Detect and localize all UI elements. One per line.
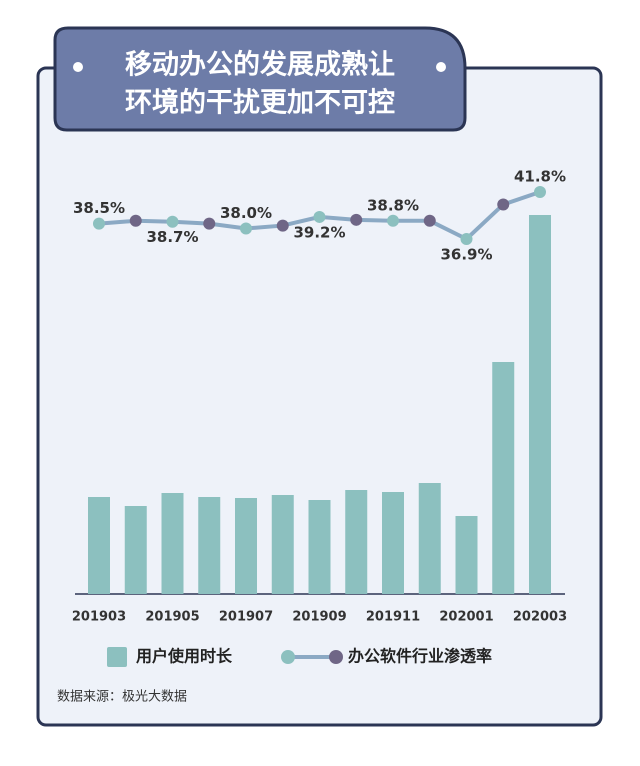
line-marker <box>534 186 546 198</box>
line-marker <box>313 210 326 223</box>
legend-marker <box>281 650 295 664</box>
line-marker <box>166 215 179 228</box>
bar <box>198 497 221 594</box>
x-tick-label: 202001 <box>439 610 493 625</box>
bar <box>161 493 184 594</box>
source: 数据来源：极光大数据 <box>57 690 187 705</box>
bar <box>88 497 110 594</box>
line-marker <box>240 222 252 235</box>
x-tick-label: 201911 <box>366 610 420 625</box>
x-tick-label: 201907 <box>219 610 273 625</box>
legend-swatch <box>107 647 127 667</box>
line-marker <box>276 219 289 232</box>
line-marker <box>129 214 142 227</box>
data-label: 38.5% <box>73 199 125 217</box>
data-label: 38.0% <box>220 204 272 222</box>
bar <box>492 362 515 594</box>
legend-marker <box>329 650 343 664</box>
bar <box>235 498 257 594</box>
bar <box>382 492 404 594</box>
data-label: 41.8% <box>514 168 566 186</box>
line-marker <box>423 214 436 227</box>
legend-label: 办公软件行业渗透率 <box>348 647 492 666</box>
bar <box>455 516 478 594</box>
banner-dot <box>436 62 446 72</box>
bar <box>418 483 441 594</box>
bar <box>124 506 147 594</box>
x-tick-label: 201909 <box>292 610 346 625</box>
bar <box>271 495 294 594</box>
line-marker <box>460 233 473 245</box>
bar <box>345 490 368 594</box>
line-marker <box>350 213 363 226</box>
data-label: 36.9% <box>440 246 492 264</box>
chart-title: 移动办公的发展成熟让 <box>125 49 395 81</box>
data-label: 38.7% <box>146 228 198 246</box>
banner-dot <box>73 62 83 72</box>
data-label: 39.2% <box>293 223 345 241</box>
title-banner <box>53 26 467 132</box>
bar <box>308 500 331 594</box>
bar <box>529 215 551 594</box>
x-tick-label: 201903 <box>72 610 126 625</box>
data-label: 38.8% <box>367 196 419 214</box>
x-tick-label: 201905 <box>145 610 199 625</box>
chart-title: 环境的干扰更加不可控 <box>125 87 395 119</box>
legend-label: 用户使用时长 <box>136 647 233 666</box>
line-marker <box>387 214 399 227</box>
line-marker <box>93 217 105 230</box>
line-marker <box>203 217 216 230</box>
x-tick-label: 202003 <box>513 610 567 625</box>
line-marker <box>497 198 510 211</box>
